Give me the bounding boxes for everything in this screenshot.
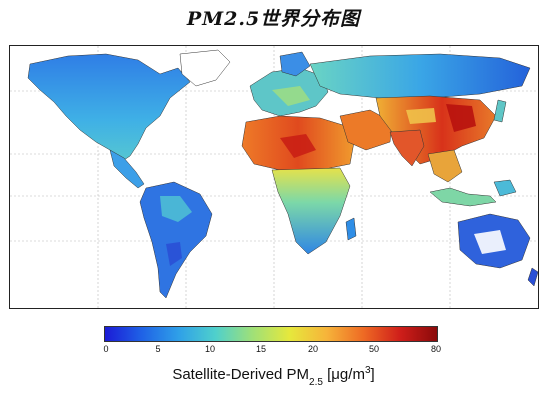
north-america xyxy=(27,53,191,165)
world-map xyxy=(9,45,539,309)
southeast-asia xyxy=(427,149,463,183)
colorbar-tick: 80 xyxy=(430,344,442,354)
colorbar-tick: 5 xyxy=(155,344,161,354)
map-title: PM2.5世界分布图 xyxy=(186,8,361,30)
africa-south xyxy=(271,167,351,255)
colorbar-label-main: Satellite-Derived PM xyxy=(172,366,310,383)
colorbar-label-unit-open: [μg/m xyxy=(322,366,365,383)
colorbar-label-subscript: 2.5 xyxy=(309,377,323,388)
world-map-svg xyxy=(10,46,538,308)
russia xyxy=(309,53,531,99)
colorbar-tick: 15 xyxy=(255,344,267,354)
colorbar-tick: 20 xyxy=(307,344,319,354)
central-america xyxy=(109,149,145,189)
middle-east xyxy=(339,109,393,151)
south-america xyxy=(139,181,213,299)
colorbar xyxy=(104,326,438,342)
colorbar-label: Satellite-Derived PM2.5 [μg/m3] xyxy=(0,365,547,388)
greenland xyxy=(179,49,231,87)
colorbar-tick: 0 xyxy=(103,344,109,354)
colorbar-label-superscript: 3 xyxy=(364,365,371,376)
india xyxy=(389,129,425,167)
indonesia xyxy=(429,187,497,207)
colorbar-tick: 10 xyxy=(204,344,216,354)
colorbar-tick: 50 xyxy=(368,344,380,354)
colorbar-label-unit-close: ] xyxy=(370,366,375,383)
